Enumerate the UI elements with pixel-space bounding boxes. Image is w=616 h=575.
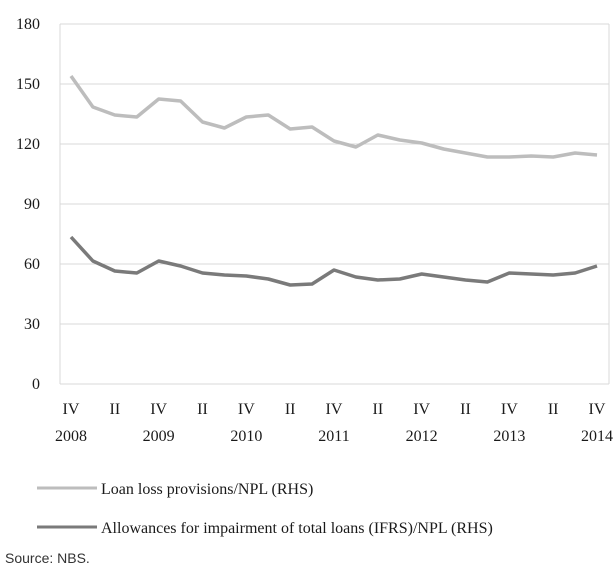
y-tick-label: 180: [16, 16, 40, 33]
x-tick-label-quarter: II: [197, 401, 208, 418]
x-tick-label-year: 2013: [493, 428, 525, 445]
x-tick-label-quarter: IV: [589, 401, 606, 418]
legend-label-loan-loss-provisions: Loan loss provisions/NPL (RHS): [101, 481, 313, 498]
x-tick-label-quarter: IV: [326, 401, 343, 418]
x-tick-label-year: 2014: [581, 428, 613, 445]
x-tick-label-quarter: II: [548, 401, 559, 418]
y-tick-label: 150: [16, 76, 40, 93]
x-axis-ticks: IV 2008 II IV 2009 II IV 2010 II IV 2011 II IV 2012 II…: [55, 401, 613, 445]
x-tick-label-quarter: IV: [63, 401, 80, 418]
x-tick-label-quarter: IV: [413, 401, 430, 418]
source-note: Source: NBS.: [5, 550, 90, 566]
y-tick-label: 60: [24, 256, 40, 273]
x-tick-label-quarter: II: [285, 401, 296, 418]
legend-label-allowances: Allowances for impairment of total loans…: [101, 520, 493, 537]
x-tick-label-year: 2008: [55, 428, 87, 445]
x-tick-label-year: 2012: [406, 428, 438, 445]
series-line-1: [69, 235, 598, 287]
x-tick-label-year: 2009: [143, 428, 175, 445]
series-line-0: [69, 74, 598, 159]
x-tick-label-year: 2011: [318, 428, 349, 445]
chart-series: [69, 74, 598, 287]
legend: Loan loss provisions/NPL (RHS) Allowance…: [37, 481, 493, 537]
y-tick-label: 30: [24, 316, 40, 333]
x-tick-label-quarter: IV: [238, 401, 255, 418]
x-tick-label-quarter: IV: [150, 401, 167, 418]
y-tick-label: 120: [16, 136, 40, 153]
x-tick-label-quarter: II: [110, 401, 121, 418]
x-tick-label-year: 2010: [230, 428, 262, 445]
x-tick-label-quarter: II: [373, 401, 384, 418]
y-tick-label: 90: [24, 196, 40, 213]
y-tick-label: 0: [32, 376, 40, 393]
x-tick-label-quarter: IV: [501, 401, 518, 418]
y-axis-ticks: 0 30 60 90 120 150 180: [16, 16, 40, 393]
chart-grid: [59, 23, 610, 385]
x-tick-label-quarter: II: [460, 401, 471, 418]
